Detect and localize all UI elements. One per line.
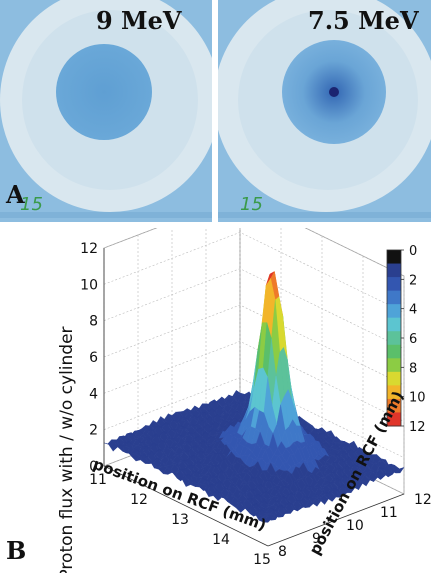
y-tick-label: 8 — [278, 544, 287, 560]
energy-label-9mev: 9 MeV — [96, 6, 182, 35]
colorbar-tick-label: 10 — [409, 391, 426, 406]
y-tick-label: 9 — [312, 531, 321, 547]
grid-line-z — [103, 268, 405, 349]
film-9mev-image — [0, 0, 212, 222]
panel-a: 9 MeV 15 7.5 MeV 15 A — [0, 0, 431, 222]
colorbar-swatch — [387, 412, 401, 427]
axis-ticks: 0 2 4 6 8 10 12 11 12 13 14 15 8 9 10 11 12 — [80, 241, 431, 568]
film-annotation-right: 15 — [240, 194, 263, 215]
colorbar-tick-label: 12 — [409, 420, 426, 435]
z-tick-label: 8 — [89, 314, 98, 330]
colorbar-swatch — [387, 344, 401, 359]
colorbar-swatch — [387, 385, 401, 400]
z-tick-label: 0 — [89, 459, 98, 475]
z-tick-label: 4 — [89, 386, 98, 402]
film-9mev: 9 MeV 15 — [0, 0, 212, 222]
colorbar-swatch — [387, 290, 401, 305]
colorbar-swatch — [387, 250, 401, 265]
surface-mesh — [103, 270, 405, 523]
surface-cell — [263, 516, 273, 523]
panel-b-letter: B — [6, 536, 27, 565]
y-tick-label: 10 — [346, 518, 364, 534]
grid-line-z — [103, 232, 405, 313]
x-tick-label: 14 — [212, 532, 230, 548]
y-tick-label: 12 — [414, 492, 431, 508]
colorbar-swatch — [387, 331, 401, 346]
colorbar-tick-label: 8 — [409, 361, 417, 376]
colorbar-swatch — [387, 263, 401, 278]
panel-a-letter: A — [6, 180, 25, 209]
x-axis-line — [103, 465, 269, 547]
z-tick-label: 6 — [89, 350, 98, 366]
surface-plot: 0 2 4 6 8 10 12 11 12 13 14 15 8 9 10 11 12 0 2 4 6 8 10 12 Pr… — [57, 228, 431, 573]
film-7-5mev-image — [218, 0, 431, 222]
x-tick-label: 15 — [253, 552, 271, 568]
x-tick-label: 13 — [171, 512, 189, 528]
colorbar-swatch — [387, 317, 401, 332]
colorbar: 0 2 4 6 8 10 12 — [386, 244, 426, 435]
colorbar-swatch — [387, 277, 401, 292]
z-tick-label: 12 — [80, 241, 98, 257]
grid-line-z — [103, 304, 405, 386]
film-annotation-left: 15 — [20, 194, 43, 215]
colorbar-tick-label: 6 — [409, 332, 417, 347]
colorbar-tick-label: 4 — [409, 303, 417, 318]
y-tick-label: 11 — [380, 505, 398, 521]
film-7-5mev: 7.5 MeV 15 — [218, 0, 431, 222]
colorbar-swatch — [387, 304, 401, 319]
x-tick-label: 11 — [89, 472, 107, 488]
colorbar-swatch — [387, 398, 401, 413]
energy-label-7-5mev: 7.5 MeV — [308, 6, 419, 35]
z-tick-label: 2 — [89, 423, 98, 439]
colorbar-tick-label: 0 — [409, 244, 417, 259]
colorbar-swatch — [387, 358, 401, 373]
z-tick-label: 10 — [80, 277, 98, 293]
x-tick-label: 12 — [130, 492, 148, 508]
colorbar-swatch — [387, 371, 401, 386]
y-axis-line — [267, 493, 405, 547]
z-axis-label: Proton flux with / w/o cylinder — [57, 326, 77, 573]
grid-line-z — [103, 228, 405, 277]
colorbar-tick-label: 2 — [409, 273, 417, 288]
